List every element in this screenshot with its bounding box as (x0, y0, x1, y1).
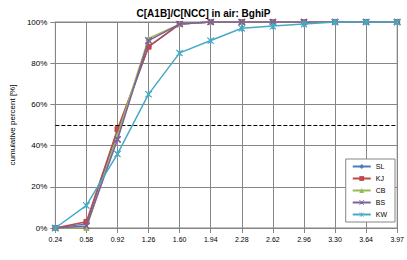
svg-text:3.97: 3.97 (390, 236, 404, 243)
svg-text:1.94: 1.94 (204, 236, 218, 243)
svg-text:CB: CB (376, 187, 386, 194)
svg-text:BS: BS (376, 199, 386, 206)
svg-text:KJ: KJ (376, 175, 384, 182)
svg-text:60%: 60% (31, 100, 47, 109)
svg-text:40%: 40% (31, 141, 47, 150)
svg-text:2.28: 2.28 (235, 236, 249, 243)
svg-text:0%: 0% (36, 224, 48, 233)
svg-text:0.58: 0.58 (80, 236, 94, 243)
svg-text:20%: 20% (31, 182, 47, 191)
svg-text:100%: 100% (27, 18, 47, 27)
svg-text:0.24: 0.24 (49, 236, 63, 243)
svg-text:1.60: 1.60 (173, 236, 187, 243)
svg-text:3.64: 3.64 (359, 236, 373, 243)
svg-text:C[A1B]/C[NCC] in air: BghiP: C[A1B]/C[NCC] in air: BghiP (137, 8, 271, 19)
svg-text:KW: KW (376, 211, 388, 218)
svg-text:2.62: 2.62 (266, 236, 280, 243)
svg-text:80%: 80% (31, 59, 47, 68)
svg-text:2.96: 2.96 (297, 236, 311, 243)
svg-text:SL: SL (376, 163, 385, 170)
svg-text:1.26: 1.26 (142, 236, 156, 243)
svg-text:3.30: 3.30 (328, 236, 342, 243)
svg-text:0.92: 0.92 (111, 236, 125, 243)
svg-text:cumulative percent [%]: cumulative percent [%] (8, 85, 17, 166)
